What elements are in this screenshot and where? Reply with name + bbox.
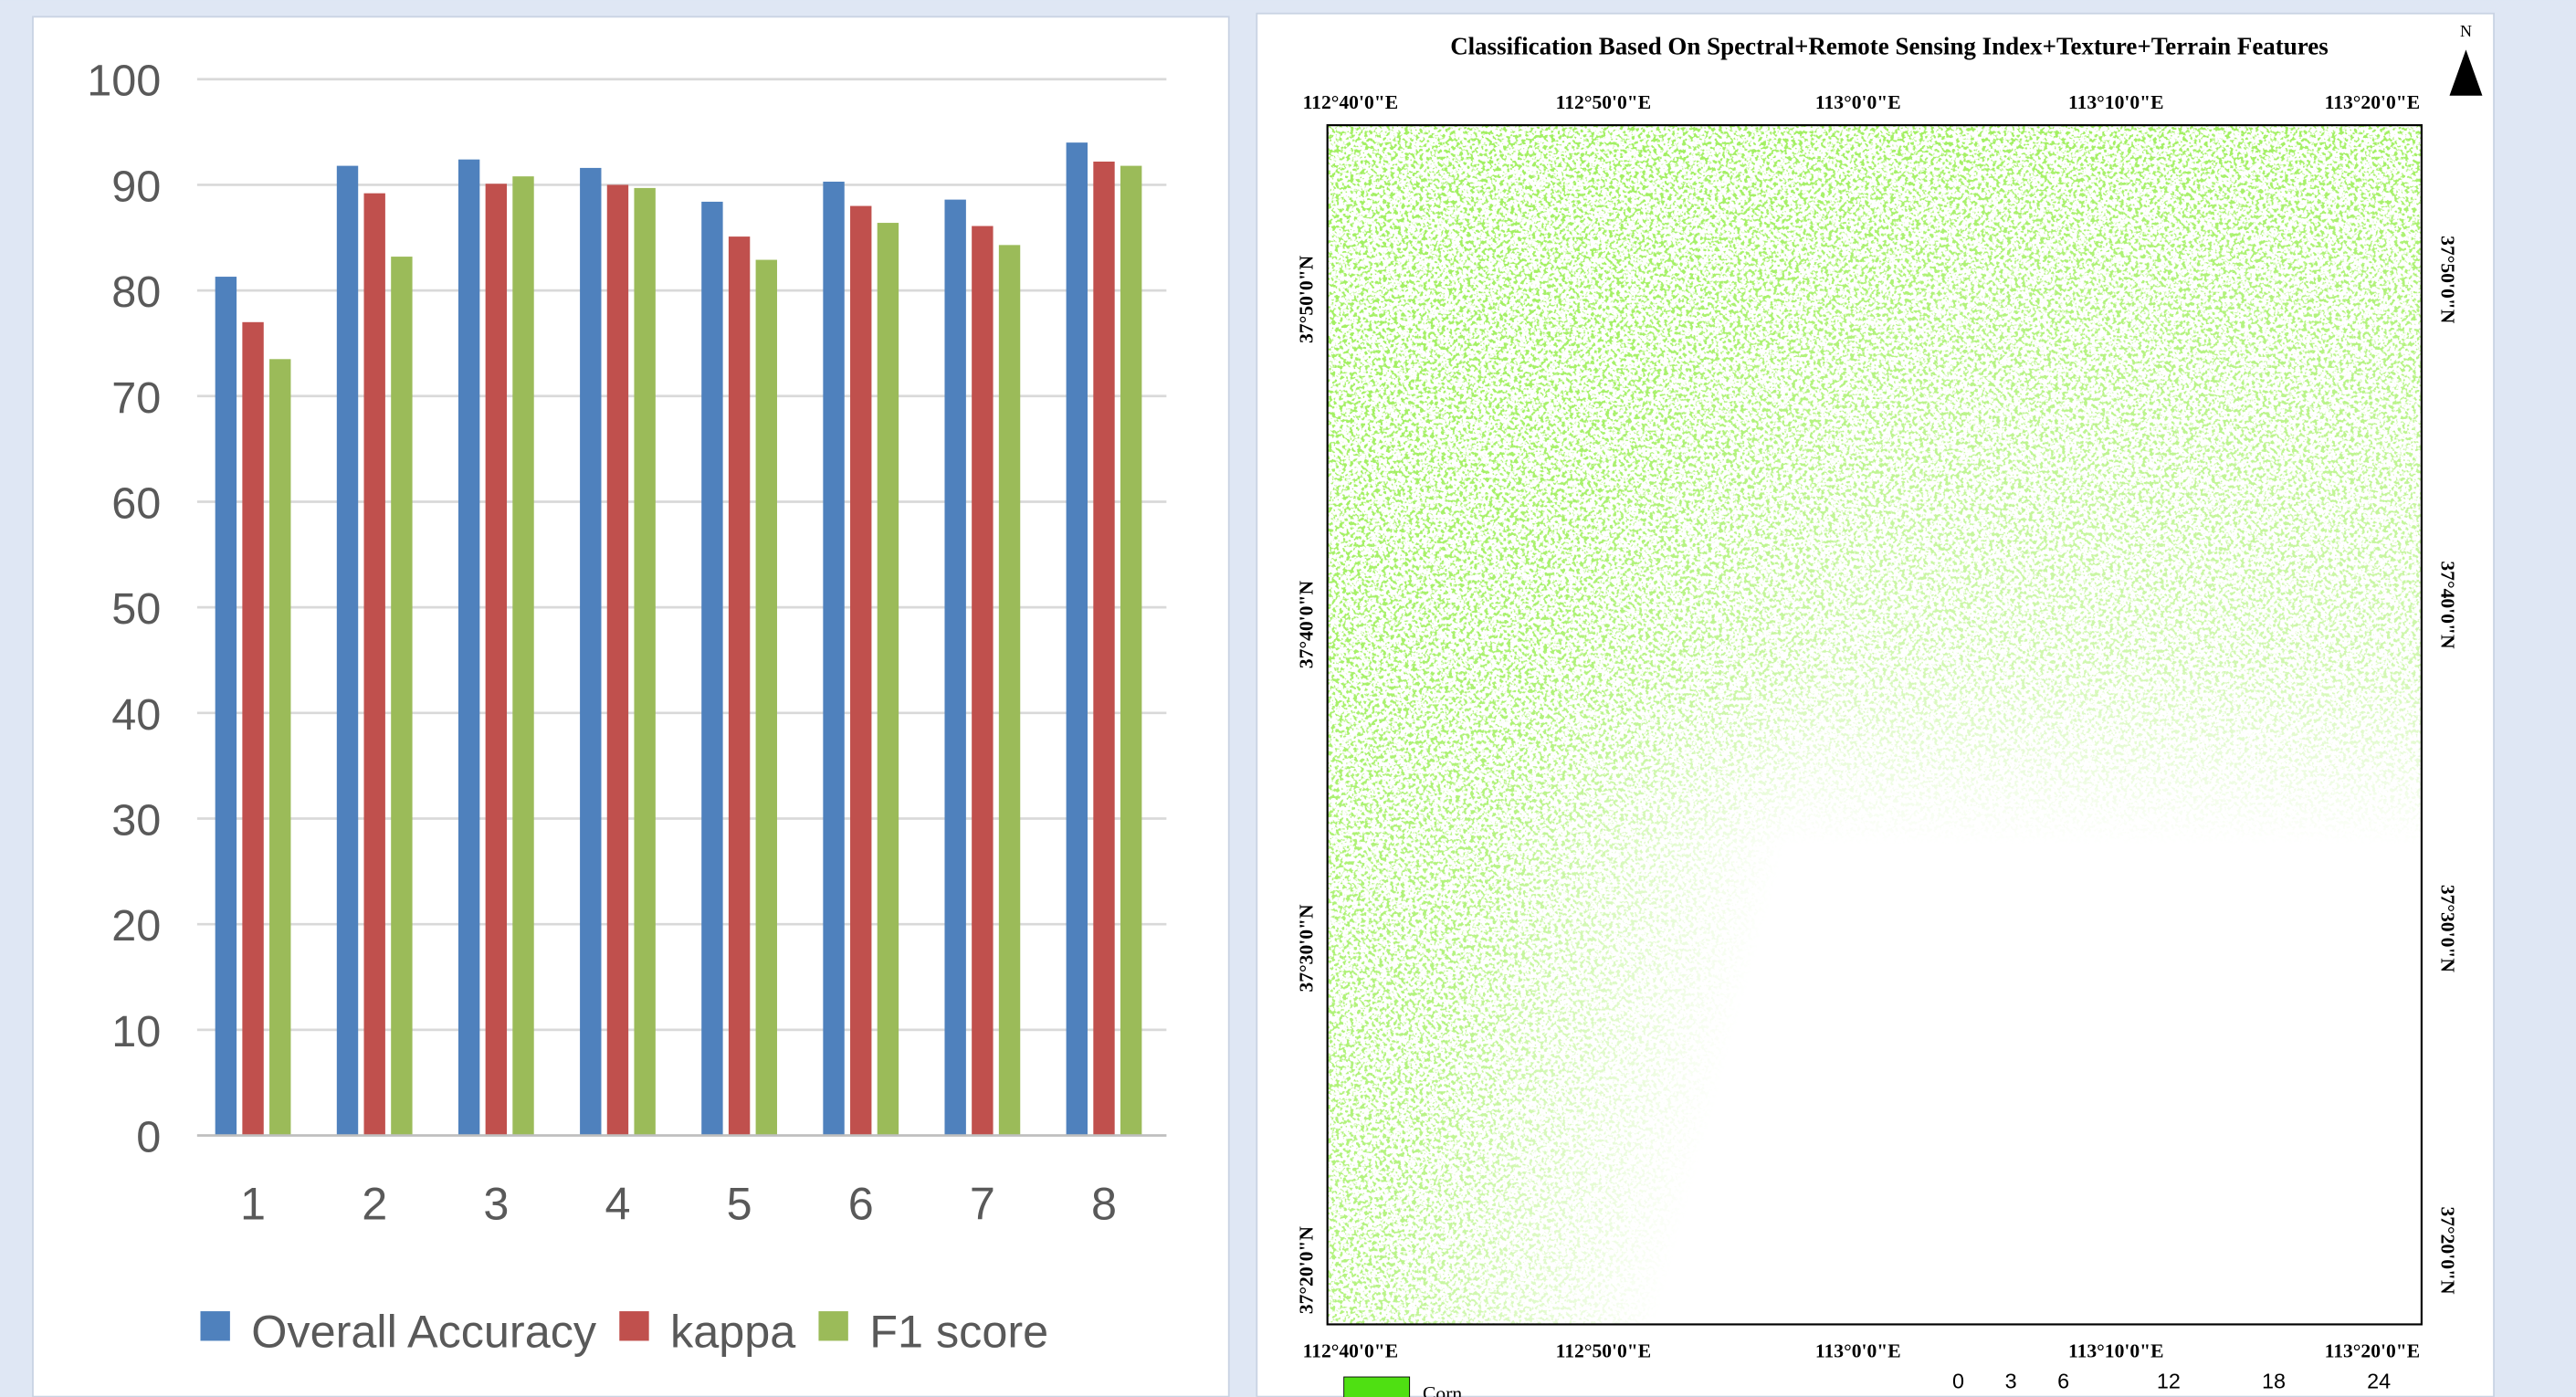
bar bbox=[850, 206, 871, 1136]
y-tick-label: 0 bbox=[136, 1113, 161, 1162]
y-tick-label: 50 bbox=[111, 584, 161, 634]
latitude-label: 37°20'0"N bbox=[2436, 1206, 2458, 1295]
legend-label: F1 score bbox=[869, 1306, 1048, 1358]
bar bbox=[364, 194, 385, 1136]
longitude-label: 113°10'0"E bbox=[2068, 91, 2164, 113]
x-tick-label: 8 bbox=[1091, 1177, 1117, 1229]
latitude-label: 37°30'0"N bbox=[2436, 885, 2458, 973]
slide: 010203040506070809010012345678Overall Ac… bbox=[0, 0, 2576, 1397]
bar bbox=[999, 245, 1020, 1135]
bar bbox=[458, 160, 479, 1136]
y-tick-label: 70 bbox=[111, 373, 161, 423]
longitude-label: 113°10'0"E bbox=[2068, 1339, 2164, 1361]
bar bbox=[972, 226, 993, 1136]
bar bbox=[512, 176, 533, 1135]
bar bbox=[944, 200, 965, 1136]
bar bbox=[823, 182, 844, 1136]
latitude-label: 37°40'0"N bbox=[1295, 581, 1317, 669]
x-tick-label: 4 bbox=[605, 1177, 630, 1229]
page: {"chart_data": {"type": "bar", "categori… bbox=[0, 0, 2576, 1397]
bar bbox=[1093, 162, 1114, 1136]
latitude-label: 37°30'0"N bbox=[1295, 904, 1317, 993]
x-tick-label: 3 bbox=[483, 1177, 509, 1229]
latitude-label: 37°50'0"N bbox=[2436, 236, 2458, 324]
x-tick-label: 1 bbox=[240, 1177, 266, 1229]
latitude-label: 37°50'0"N bbox=[1295, 255, 1317, 343]
bar bbox=[878, 223, 899, 1135]
bar bbox=[580, 168, 601, 1136]
bar bbox=[756, 260, 777, 1136]
bar bbox=[486, 184, 507, 1135]
legend-label: kappa bbox=[670, 1306, 795, 1358]
scale-label: 3 bbox=[2005, 1370, 2017, 1393]
bar bbox=[1120, 166, 1141, 1136]
scale-label: 0 bbox=[1952, 1370, 1964, 1393]
legend-swatch bbox=[818, 1311, 847, 1340]
bar bbox=[269, 359, 290, 1135]
latitude-label: 37°40'0"N bbox=[2436, 561, 2458, 649]
y-tick-label: 90 bbox=[111, 162, 161, 211]
scale-label: 12 bbox=[2157, 1370, 2181, 1393]
scale-label: 24 bbox=[2367, 1370, 2391, 1393]
longitude-label: 113°0'0"E bbox=[1815, 1339, 1901, 1361]
bar bbox=[1067, 142, 1088, 1135]
bar bbox=[701, 202, 722, 1136]
y-tick-label: 40 bbox=[111, 690, 161, 740]
scale-label: 6 bbox=[2057, 1370, 2069, 1393]
corn-pixels bbox=[1328, 125, 2422, 1324]
x-tick-label: 7 bbox=[970, 1177, 995, 1229]
longitude-label: 113°20'0"E bbox=[2325, 1339, 2421, 1361]
x-tick-label: 5 bbox=[727, 1177, 752, 1229]
legend-swatch bbox=[1344, 1377, 1410, 1397]
bar bbox=[729, 236, 750, 1135]
y-tick-label: 20 bbox=[111, 901, 161, 951]
longitude-label: 112°40'0"E bbox=[1303, 1339, 1399, 1361]
longitude-label: 113°0'0"E bbox=[1815, 91, 1901, 113]
longitude-label: 112°50'0"E bbox=[1556, 1339, 1652, 1361]
bar bbox=[634, 188, 655, 1136]
bar bbox=[391, 257, 412, 1135]
legend-label: Corn bbox=[1423, 1382, 1462, 1397]
longitude-label: 113°20'0"E bbox=[2325, 91, 2421, 113]
y-tick-label: 10 bbox=[111, 1007, 161, 1056]
y-tick-label: 80 bbox=[111, 268, 161, 317]
longitude-label: 112°50'0"E bbox=[1556, 91, 1652, 113]
map-title: Classification Based On Spectral+Remote … bbox=[1450, 33, 2329, 60]
bar bbox=[242, 322, 263, 1136]
chart-panel bbox=[33, 16, 1229, 1396]
longitude-label: 112°40'0"E bbox=[1303, 91, 1399, 113]
legend-swatch bbox=[619, 1311, 648, 1340]
scale-label: 18 bbox=[2262, 1370, 2286, 1393]
y-tick-label: 30 bbox=[111, 796, 161, 846]
y-tick-label: 100 bbox=[87, 57, 161, 106]
x-tick-label: 2 bbox=[362, 1177, 387, 1229]
legend-label: Overall Accuracy bbox=[251, 1306, 597, 1358]
x-tick-label: 6 bbox=[848, 1177, 874, 1229]
legend-swatch bbox=[200, 1311, 229, 1340]
latitude-label: 37°20'0"N bbox=[1295, 1226, 1317, 1315]
bar bbox=[216, 277, 237, 1135]
north-label: N bbox=[2460, 22, 2472, 40]
bar bbox=[337, 166, 358, 1136]
y-tick-label: 60 bbox=[111, 478, 161, 528]
bar bbox=[607, 184, 628, 1135]
map: Classification Based On Spectral+Remote … bbox=[1295, 22, 2482, 1397]
